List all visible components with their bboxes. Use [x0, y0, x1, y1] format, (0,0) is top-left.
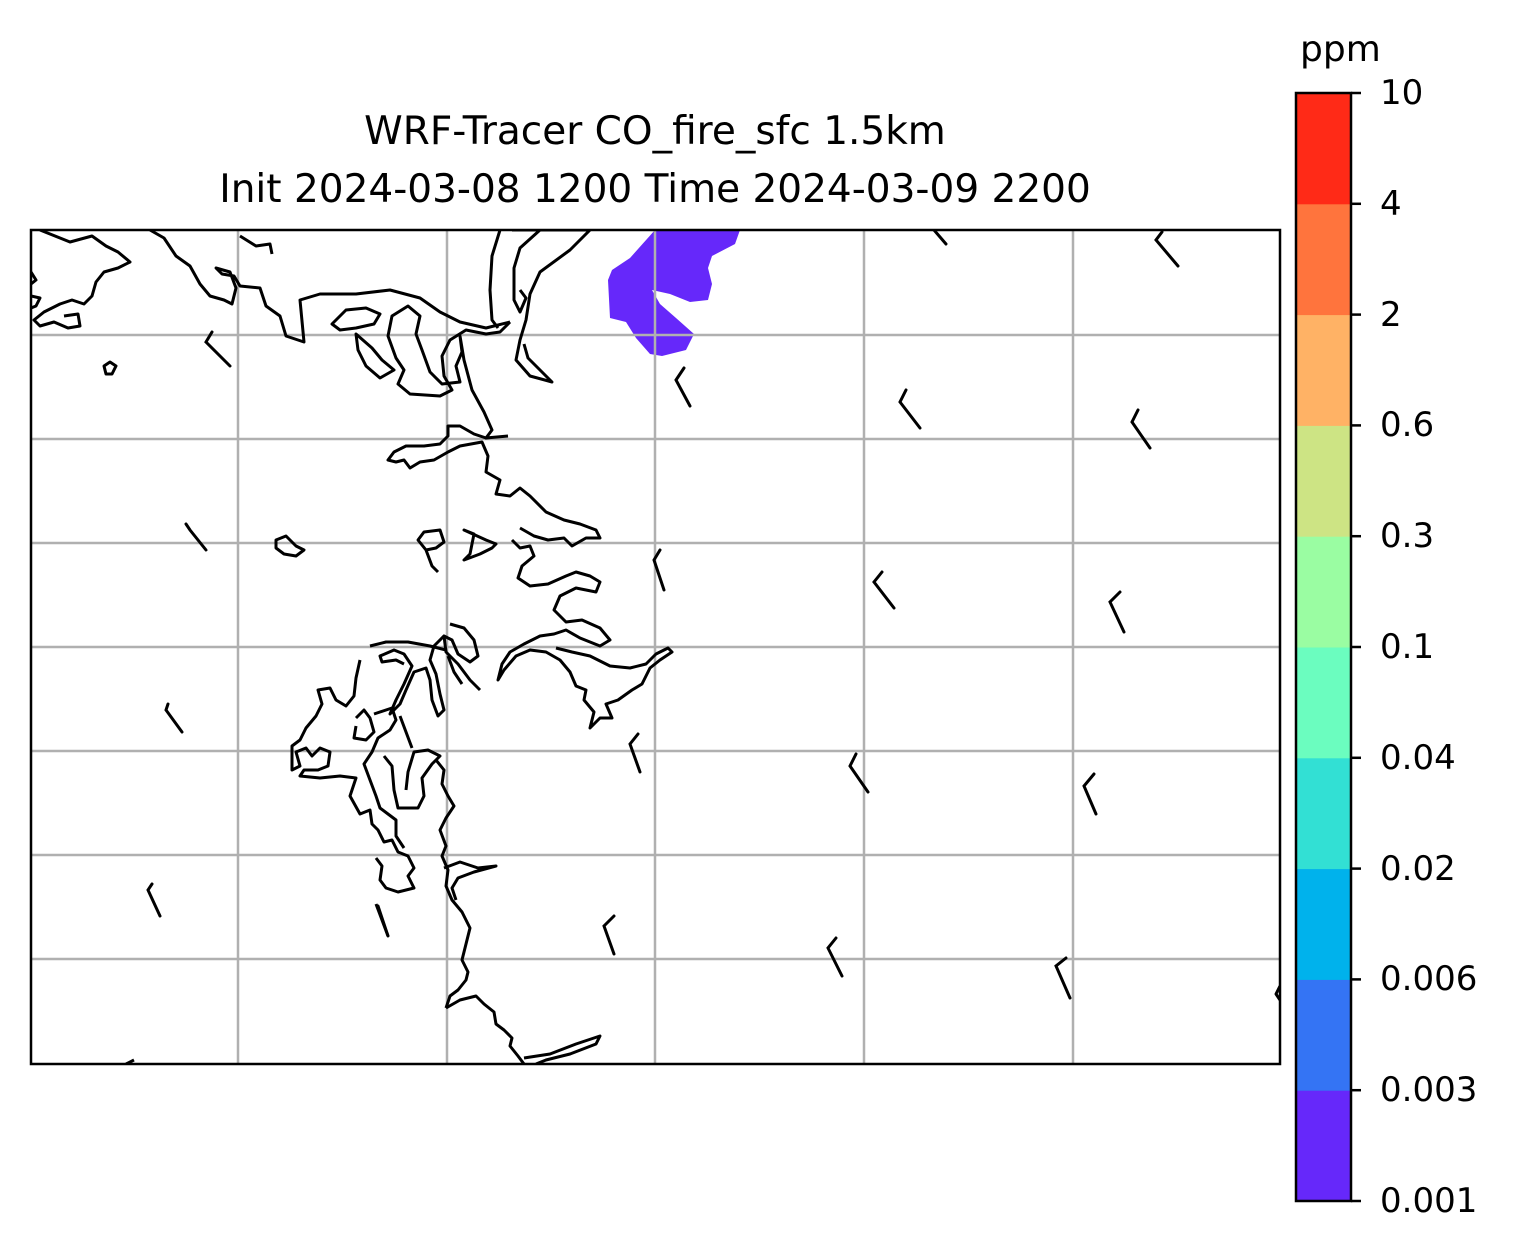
- colorbar-band: [1296, 979, 1351, 1091]
- coastline-fjords-4: [398, 715, 472, 1009]
- wind-barbs: [146, 230, 1180, 1000]
- coastline-northwest-edge: [31, 271, 42, 310]
- wind-barb: [184, 522, 208, 552]
- map-frame: [29, 228, 1282, 1066]
- colorbar-tick-label: 2: [1380, 294, 1402, 335]
- colorbar-tick-label: 0.3: [1380, 516, 1435, 557]
- coastline-channel-1: [488, 230, 502, 329]
- coastline-west-peninsula: [290, 640, 447, 894]
- colorbar-tick-label: 0.02: [1380, 848, 1456, 889]
- colorbar-band: [1296, 757, 1351, 870]
- coastline-fjords-3: [352, 706, 442, 849]
- colorbar-tick-label: 0.001: [1380, 1181, 1478, 1221]
- wind-barb: [164, 702, 184, 734]
- wind-barb: [1082, 772, 1098, 816]
- colorbar-band: [1296, 1090, 1351, 1202]
- coastline-north: [149, 230, 511, 344]
- wind-barb: [602, 914, 616, 956]
- coastline-island-a: [330, 306, 382, 332]
- wind-barb: [1130, 408, 1152, 450]
- colorbar-band: [1296, 647, 1351, 759]
- colorbar-band: [1296, 536, 1351, 648]
- colorbar-tick-label: 0.1: [1380, 627, 1435, 667]
- wind-barb: [872, 570, 896, 610]
- coastline-fjords-1: [442, 622, 482, 692]
- coastline-central-main: [386, 304, 512, 440]
- coastline-right-edge: [1274, 985, 1280, 1001]
- wind-barb: [628, 732, 642, 774]
- map-title-line-2: Init 2024-03-08 1200 Time 2024-03-09 220…: [219, 167, 1091, 212]
- colorbar-tick-label: 0.6: [1380, 405, 1435, 446]
- coastline-fjords-2: [378, 634, 446, 718]
- colorbar-band: [1296, 93, 1351, 205]
- coastline-islands-d: [416, 528, 498, 574]
- coastline-bay: [354, 332, 396, 380]
- co-plume-contour: [608, 230, 740, 356]
- colorbar-tick-label: 0.006: [1380, 959, 1478, 1000]
- wind-barb: [674, 366, 692, 408]
- wind-barb: [204, 330, 232, 368]
- wind-barb: [1154, 230, 1180, 268]
- wind-barb: [1054, 956, 1072, 1000]
- wind-barb: [376, 904, 390, 938]
- colorbar-band: [1296, 314, 1351, 426]
- coastline-peninsula-1: [386, 424, 602, 548]
- coastline-inlet: [239, 234, 274, 255]
- coastline-south: [445, 994, 602, 1064]
- colorbar-tick-label: 0.003: [1380, 1070, 1478, 1111]
- colorbar-unit-label: ppm: [1300, 29, 1381, 70]
- wind-barb: [1108, 590, 1126, 634]
- wind-barb: [848, 752, 870, 794]
- colorbar-band: [1296, 425, 1351, 537]
- coastline-island-c: [274, 534, 306, 558]
- map-area: [31, 230, 1280, 1064]
- wind-barb: [826, 936, 844, 978]
- coastlines: [31, 230, 1280, 1064]
- coastline-channel-2: [512, 230, 542, 314]
- coastline-northwest: [32, 230, 132, 330]
- colorbar-tick-label: 0.04: [1380, 737, 1456, 778]
- wind-barb: [652, 548, 666, 592]
- wind-barb: [898, 388, 922, 430]
- colorbar-ticks: [1351, 91, 1361, 1203]
- coastline-central-south: [496, 538, 674, 730]
- colorbar-band: [1296, 868, 1351, 980]
- coastline-island-b: [102, 360, 118, 376]
- coastline-channel-3: [514, 230, 592, 384]
- map-title-line-1: WRF-Tracer CO_fire_sfc 1.5km: [364, 109, 946, 154]
- colorbar-bands: [1296, 93, 1351, 1202]
- colorbar-tick-label: 10: [1380, 73, 1424, 113]
- coastline-south-inlet: [374, 860, 498, 937]
- wind-barb: [146, 882, 162, 918]
- wind-barb: [932, 230, 948, 246]
- map-gridlines: [31, 230, 1280, 1064]
- colorbar-tick-label: 4: [1380, 183, 1402, 224]
- colorbar-band: [1296, 203, 1351, 316]
